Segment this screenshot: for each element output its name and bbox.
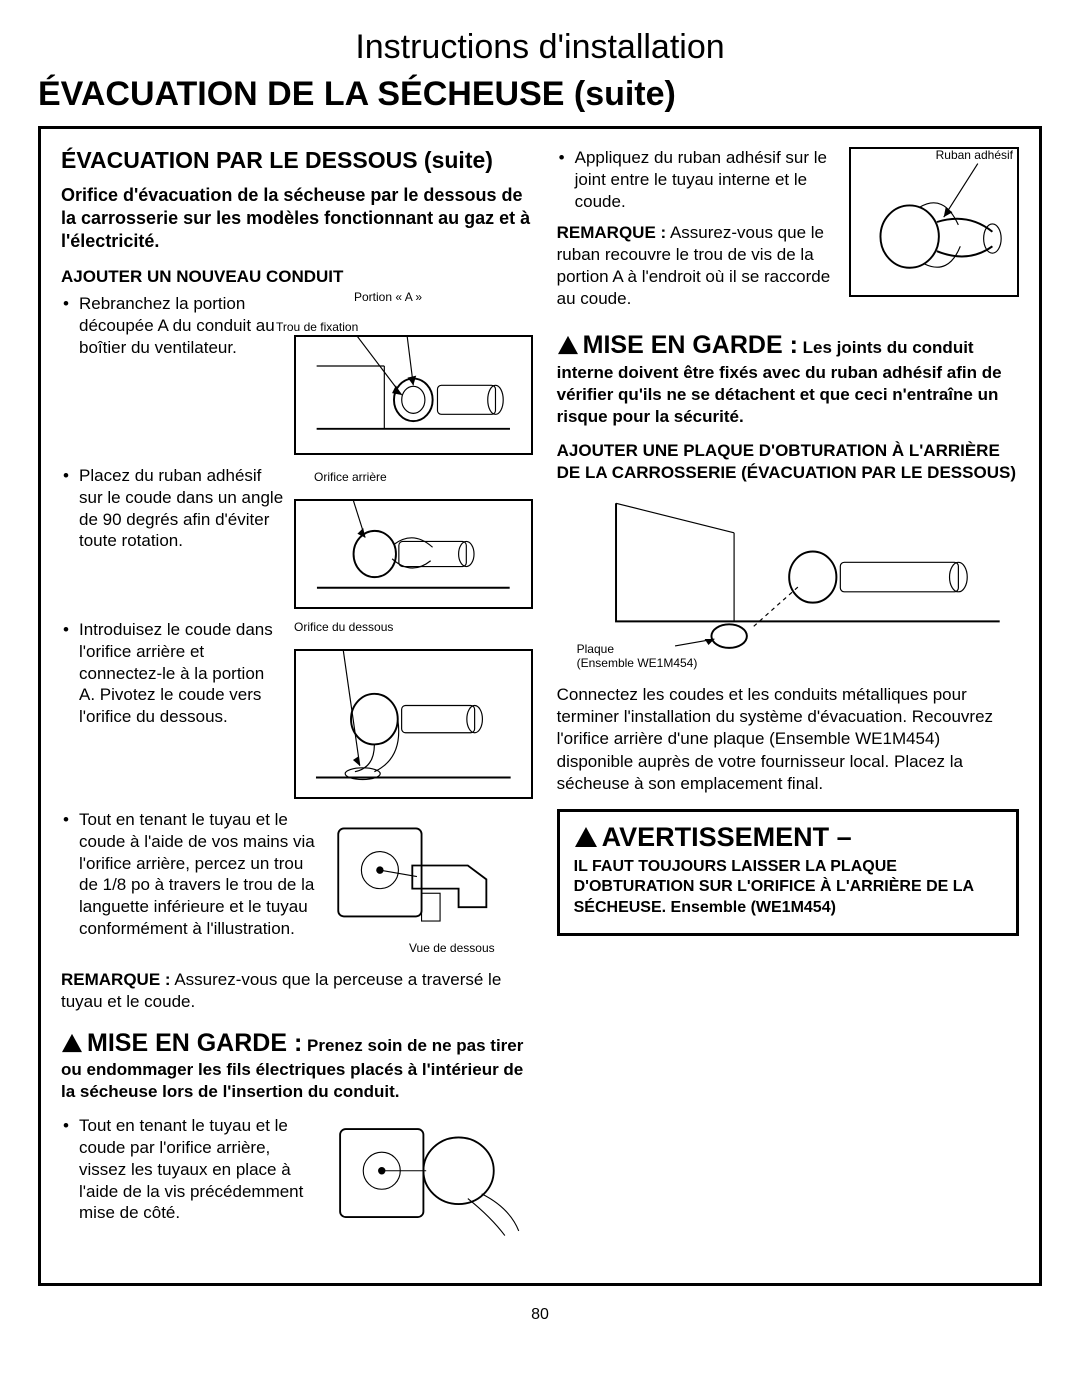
warning-icon bbox=[61, 1033, 83, 1059]
diagram-plaque: Plaque (Ensemble WE1M454) bbox=[557, 492, 1019, 672]
caution-title: MISE EN GARDE : bbox=[87, 1029, 302, 1057]
bullet-text: Introduisez le coude dans l'orifice arri… bbox=[79, 619, 284, 728]
left-sub-heading: ÉVACUATION PAR LE DESSOUS (suite) bbox=[61, 147, 533, 174]
avert-body: IL FAUT TOUJOURS LAISSER LA PLAQUE D'OBT… bbox=[574, 857, 1002, 919]
left-bullet-list-2: Tout en tenant le tuyau et le coude par … bbox=[61, 1115, 533, 1245]
fig-label-trou: Trou de fixation bbox=[276, 321, 358, 334]
list-item: Introduisez le coude dans l'orifice arri… bbox=[61, 619, 533, 799]
fig-label-plaque: Plaque bbox=[577, 643, 614, 656]
bullet-text: Rebranchez la portion découpée A du cond… bbox=[79, 293, 284, 358]
right-body: Connectez les coudes et les conduits mét… bbox=[557, 684, 1019, 794]
fig-label-orifice-dessous: Orifice du dessous bbox=[294, 621, 393, 634]
remark-tape: REMARQUE : Assurez-vous que le ruban rec… bbox=[557, 222, 839, 309]
remark-label: REMARQUE : bbox=[557, 223, 667, 242]
diagram-insert-elbow bbox=[294, 649, 533, 799]
list-item: Placez du ruban adhésif sur le coude dan… bbox=[61, 465, 533, 609]
section-title: ÉVACUATION DE LA SÉCHEUSE (suite) bbox=[38, 75, 1042, 114]
list-item: Tout en tenant le tuyau et le coude par … bbox=[61, 1115, 533, 1245]
left-bullet-list: Rebranchez la portion découpée A du cond… bbox=[61, 293, 533, 959]
caution-title: MISE EN GARDE : bbox=[583, 331, 798, 359]
list-item: Appliquez du ruban adhésif sur le joint … bbox=[557, 147, 839, 212]
list-item: Rebranchez la portion découpée A du cond… bbox=[61, 293, 533, 455]
diagram-tape-joint: Ruban adhésif bbox=[849, 147, 1019, 297]
page-number: 80 bbox=[38, 1306, 1042, 1324]
page-title: Instructions d'installation bbox=[38, 28, 1042, 67]
fig-label-vue-dessous: Vue de dessous bbox=[409, 942, 495, 955]
step-heading-add-duct: AJOUTER UN NOUVEAU CONDUIT bbox=[61, 267, 533, 287]
list-item: Tout en tenant le tuyau et le coude à l'… bbox=[61, 809, 533, 959]
avertissement-box: AVERTISSEMENT – IL FAUT TOUJOURS LAISSER… bbox=[557, 809, 1019, 936]
diagram-drill-hole bbox=[329, 809, 533, 959]
diagram-reconnect-portion-a bbox=[294, 335, 533, 455]
right-bullet-list: Appliquez du ruban adhésif sur le joint … bbox=[557, 147, 839, 212]
step-heading-plaque: AJOUTER UNE PLAQUE D'OBTURATION À L'ARRI… bbox=[557, 440, 1019, 484]
bullet-text: Tout en tenant le tuyau et le coude par … bbox=[79, 1115, 319, 1224]
caution-joints: MISE EN GARDE : Les joints du conduit in… bbox=[557, 329, 1019, 428]
bullet-text: Placez du ruban adhésif sur le coude dan… bbox=[79, 465, 284, 552]
remark-drill: REMARQUE : Assurez-vous que la perceuse … bbox=[61, 969, 533, 1013]
left-column: ÉVACUATION PAR LE DESSOUS (suite) Orific… bbox=[61, 147, 533, 1255]
diagram-screw-in-place bbox=[329, 1115, 533, 1245]
left-intro: Orifice d'évacuation de la sécheuse par … bbox=[61, 184, 533, 253]
caution-wires: MISE EN GARDE : Prenez soin de ne pas ti… bbox=[61, 1027, 533, 1104]
warning-icon bbox=[574, 826, 598, 853]
content-frame: ÉVACUATION PAR LE DESSOUS (suite) Orific… bbox=[38, 126, 1042, 1286]
warning-icon bbox=[557, 335, 579, 361]
fig-label-plaque-kit: (Ensemble WE1M454) bbox=[577, 657, 698, 670]
bullet-text: Appliquez du ruban adhésif sur le joint … bbox=[575, 148, 827, 211]
right-column: Appliquez du ruban adhésif sur le joint … bbox=[557, 147, 1019, 1255]
fig-label-portion-a: Portion « A » bbox=[354, 291, 422, 304]
remark-label: REMARQUE : bbox=[61, 970, 171, 989]
bullet-text: Tout en tenant le tuyau et le coude à l'… bbox=[79, 809, 319, 940]
diagram-tape-elbow bbox=[294, 499, 533, 609]
avert-title: AVERTISSEMENT – bbox=[602, 822, 852, 852]
fig-label-orifice-arriere: Orifice arrière bbox=[314, 471, 387, 484]
fig-label-ruban: Ruban adhésif bbox=[936, 149, 1013, 162]
